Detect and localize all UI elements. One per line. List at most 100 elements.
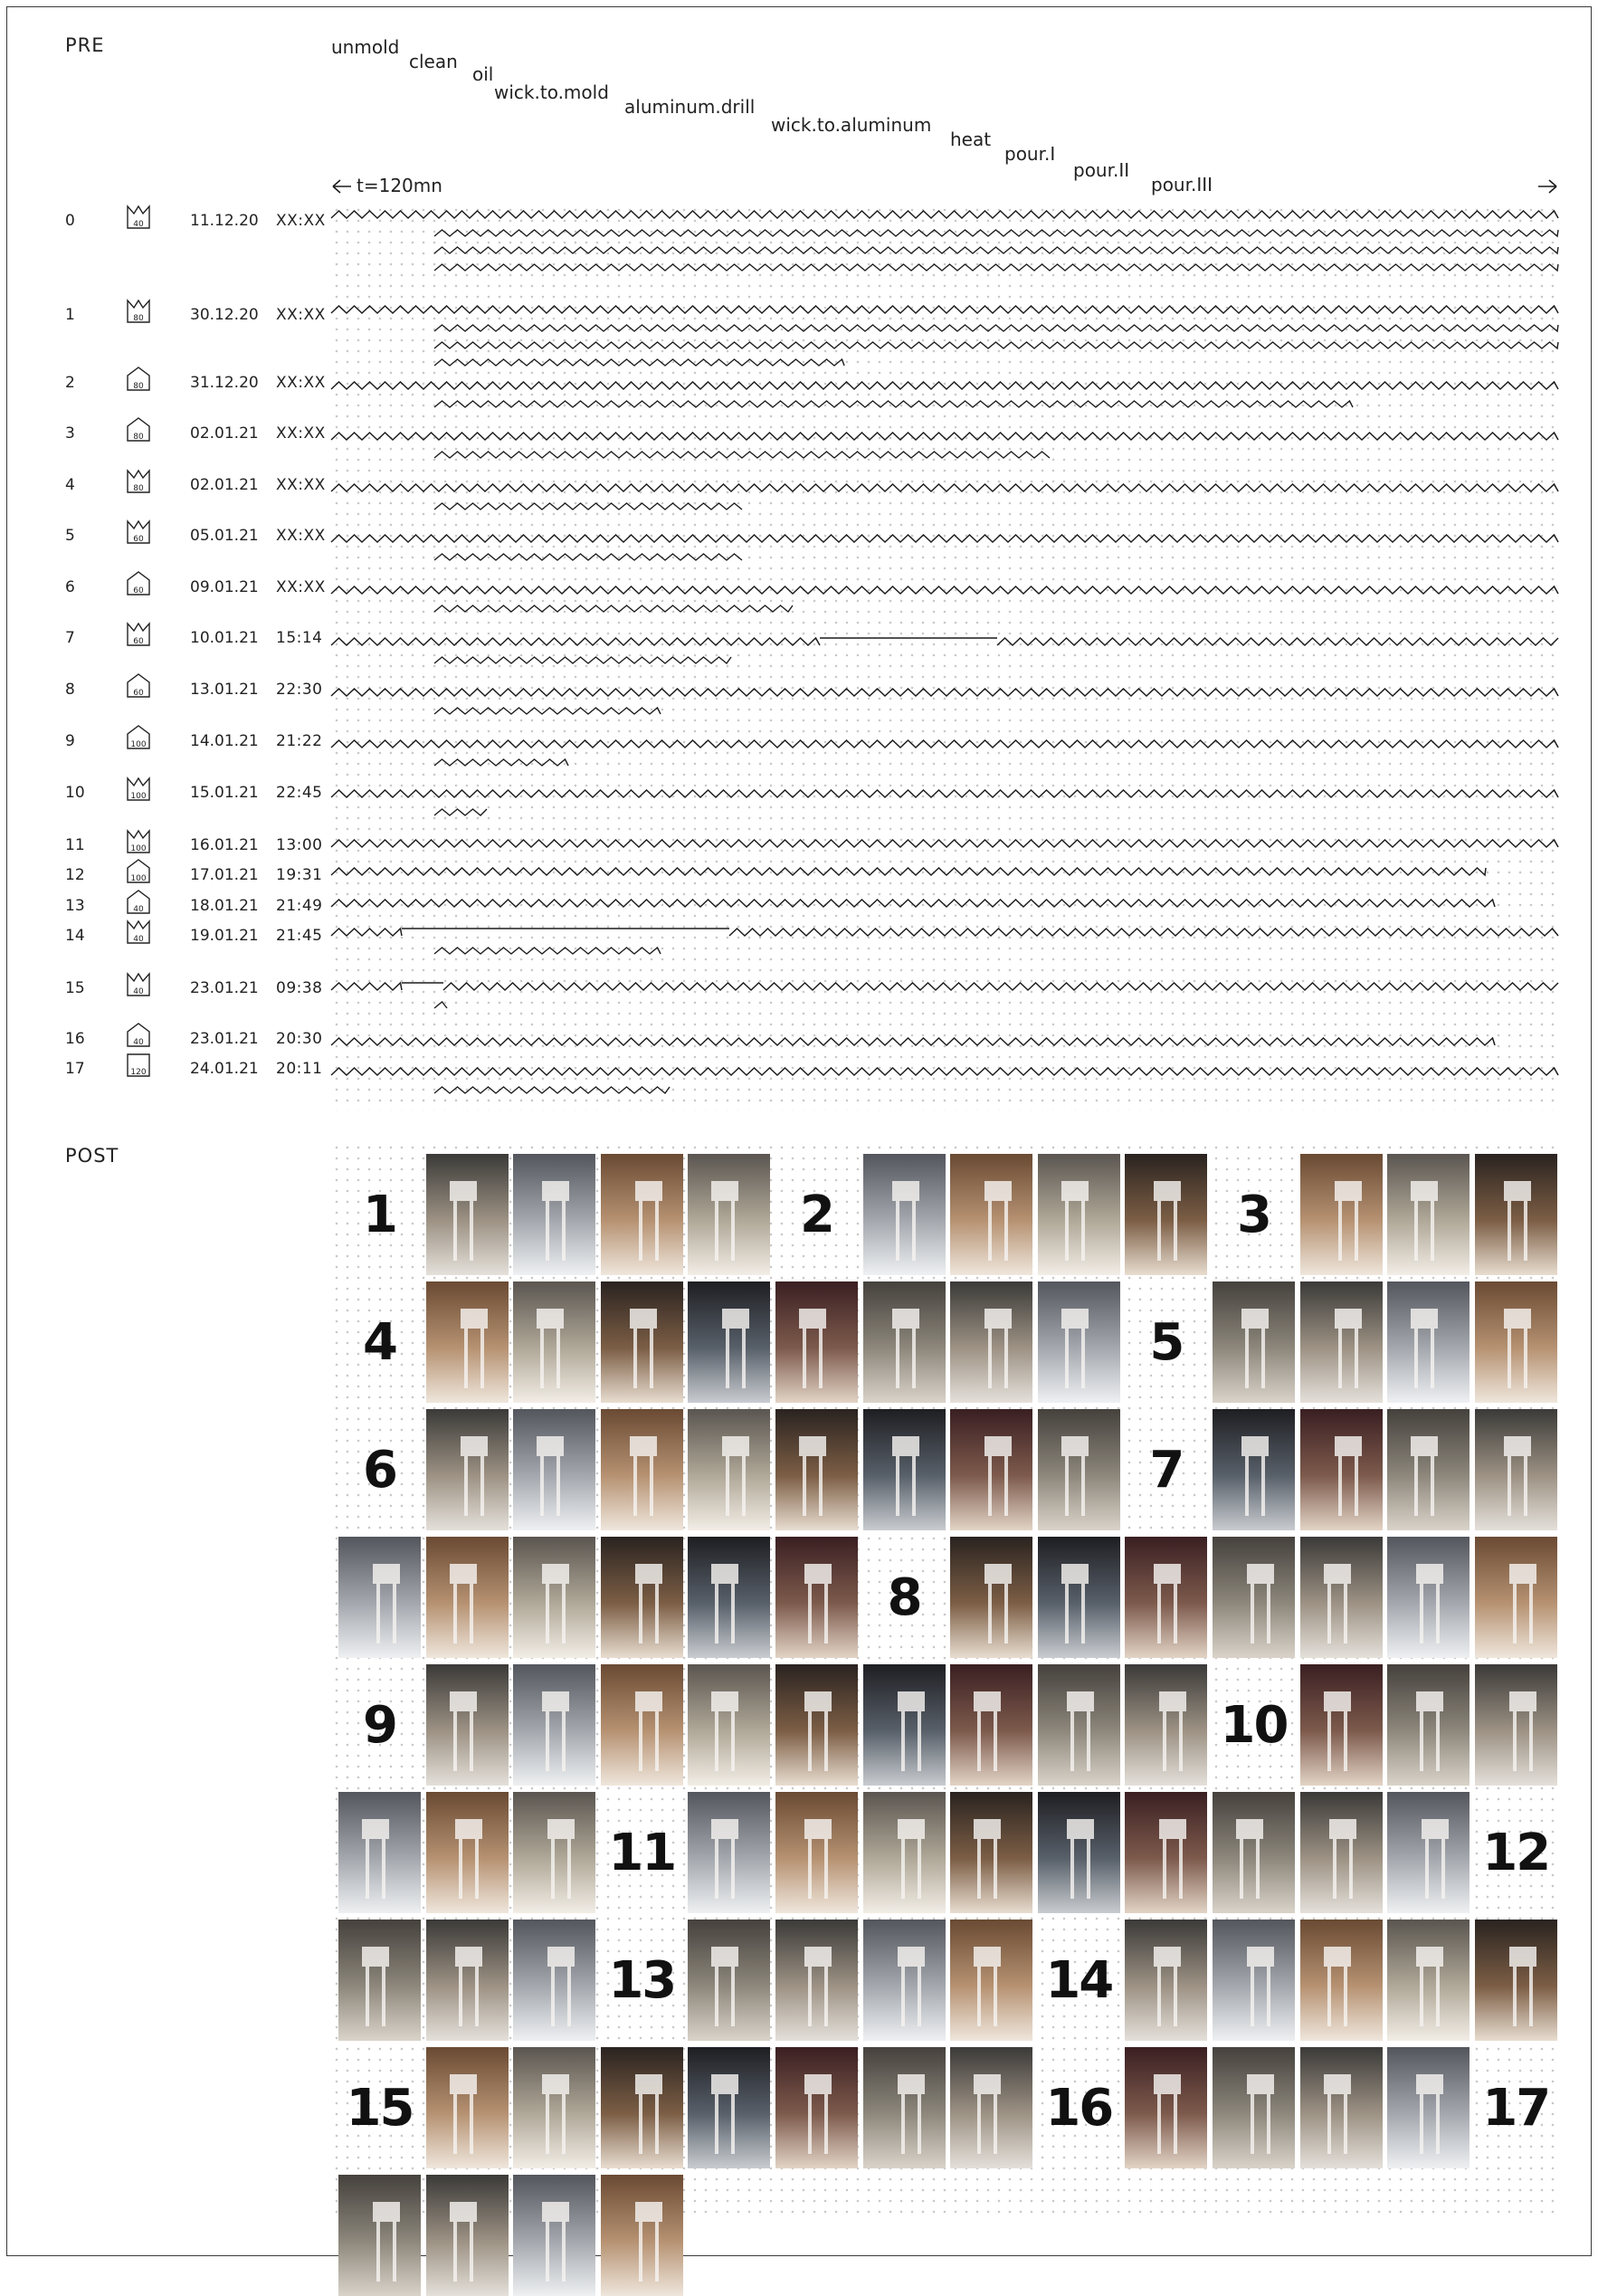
photo-thumbnail[interactable] <box>688 1409 771 1530</box>
photo-thumbnail[interactable] <box>513 1154 596 1275</box>
photo-thumbnail[interactable] <box>1213 1409 1295 1530</box>
photo-thumbnail[interactable] <box>1387 1792 1470 1913</box>
photo-thumbnail[interactable] <box>862 1154 946 1275</box>
photo-thumbnail[interactable] <box>600 1154 683 1275</box>
photo-thumbnail[interactable] <box>1125 1154 1208 1275</box>
photo-thumbnail[interactable] <box>950 1792 1033 1913</box>
photo-thumbnail[interactable] <box>688 1154 771 1275</box>
photo-thumbnail[interactable] <box>1474 1664 1557 1786</box>
photo-thumbnail[interactable] <box>688 1920 771 2041</box>
photo-thumbnail[interactable] <box>1387 1664 1470 1786</box>
photo-thumbnail[interactable] <box>1213 2047 1295 2168</box>
photo-thumbnail[interactable] <box>862 1920 946 2041</box>
photo-thumbnail[interactable] <box>775 1664 858 1786</box>
photo-thumbnail[interactable] <box>1387 1154 1470 1275</box>
photo-thumbnail[interactable] <box>513 2047 596 2168</box>
photo-thumbnail[interactable] <box>1125 1792 1208 1913</box>
photo-thumbnail[interactable] <box>513 1664 596 1786</box>
photo-thumbnail[interactable] <box>950 1920 1033 2041</box>
photo-thumbnail[interactable] <box>425 2175 509 2296</box>
photo-thumbnail[interactable] <box>1037 1792 1120 1913</box>
photo-thumbnail[interactable] <box>600 2175 683 2296</box>
photo-thumbnail[interactable] <box>862 1281 946 1403</box>
photo-thumbnail[interactable] <box>338 2175 421 2296</box>
photo-thumbnail[interactable] <box>1387 1537 1470 1658</box>
photo-thumbnail[interactable] <box>513 1409 596 1530</box>
photo-thumbnail[interactable] <box>1299 1281 1383 1403</box>
photo-thumbnail[interactable] <box>775 1537 858 1658</box>
photo-thumbnail[interactable] <box>425 1281 509 1403</box>
photo-thumbnail[interactable] <box>1474 1409 1557 1530</box>
photo-thumbnail[interactable] <box>513 1537 596 1658</box>
photo-thumbnail[interactable] <box>775 2047 858 2168</box>
photo-thumbnail[interactable] <box>862 2047 946 2168</box>
photo-thumbnail[interactable] <box>338 1920 421 2041</box>
photo-thumbnail[interactable] <box>1213 1537 1295 1658</box>
photo-thumbnail[interactable] <box>600 1537 683 1658</box>
photo-thumbnail[interactable] <box>600 1409 683 1530</box>
photo-thumbnail[interactable] <box>1037 1409 1120 1530</box>
photo-thumbnail[interactable] <box>775 1409 858 1530</box>
photo-thumbnail[interactable] <box>1213 1920 1295 2041</box>
photo-thumbnail[interactable] <box>688 1281 771 1403</box>
photo-thumbnail[interactable] <box>1037 1154 1120 1275</box>
photo-thumbnail[interactable] <box>425 1537 509 1658</box>
photo-thumbnail[interactable] <box>1125 1920 1208 2041</box>
photo-thumbnail[interactable] <box>1299 1792 1383 1913</box>
photo-thumbnail[interactable] <box>950 1537 1033 1658</box>
photo-thumbnail[interactable] <box>1299 1537 1383 1658</box>
photo-thumbnail[interactable] <box>688 1664 771 1786</box>
photo-thumbnail[interactable] <box>338 1537 421 1658</box>
photo-thumbnail[interactable] <box>950 1154 1033 1275</box>
photo-thumbnail[interactable] <box>775 1281 858 1403</box>
photo-thumbnail[interactable] <box>1037 1664 1120 1786</box>
photo-thumbnail[interactable] <box>950 2047 1033 2168</box>
photo-thumbnail[interactable] <box>1299 1409 1383 1530</box>
photo-thumbnail[interactable] <box>600 1281 683 1403</box>
photo-thumbnail[interactable] <box>1037 1281 1120 1403</box>
photo-thumbnail[interactable] <box>950 1409 1033 1530</box>
photo-thumbnail[interactable] <box>600 2047 683 2168</box>
photo-thumbnail[interactable] <box>600 1664 683 1786</box>
photo-thumbnail[interactable] <box>425 1664 509 1786</box>
photo-thumbnail[interactable] <box>1299 1664 1383 1786</box>
photo-thumbnail[interactable] <box>425 1409 509 1530</box>
photo-thumbnail[interactable] <box>425 2047 509 2168</box>
photo-thumbnail[interactable] <box>1299 1154 1383 1275</box>
photo-thumbnail[interactable] <box>425 1154 509 1275</box>
photo-thumbnail[interactable] <box>1474 1920 1557 2041</box>
photo-thumbnail[interactable] <box>688 2047 771 2168</box>
photo-thumbnail[interactable] <box>862 1792 946 1913</box>
photo-thumbnail[interactable] <box>1387 2047 1470 2168</box>
photo-thumbnail[interactable] <box>1474 1537 1557 1658</box>
photo-thumbnail[interactable] <box>950 1664 1033 1786</box>
photo-thumbnail[interactable] <box>425 1920 509 2041</box>
photo-thumbnail[interactable] <box>513 1281 596 1403</box>
photo-thumbnail[interactable] <box>1213 1281 1295 1403</box>
photo-thumbnail[interactable] <box>1299 1920 1383 2041</box>
photo-thumbnail[interactable] <box>1125 1537 1208 1658</box>
photo-thumbnail[interactable] <box>425 1792 509 1913</box>
photo-thumbnail[interactable] <box>1387 1409 1470 1530</box>
photo-thumbnail[interactable] <box>513 1792 596 1913</box>
photo-thumbnail[interactable] <box>1213 1792 1295 1913</box>
photo-thumbnail[interactable] <box>775 1920 858 2041</box>
photo-thumbnail[interactable] <box>1037 1537 1120 1658</box>
photo-thumbnail[interactable] <box>1474 1154 1557 1275</box>
photo-thumbnail[interactable] <box>1299 2047 1383 2168</box>
photo-thumbnail[interactable] <box>688 1792 771 1913</box>
photo-thumbnail[interactable] <box>1387 1281 1470 1403</box>
photo-thumbnail[interactable] <box>862 1409 946 1530</box>
photo-thumbnail[interactable] <box>775 1792 858 1913</box>
photo-thumbnail[interactable] <box>950 1281 1033 1403</box>
zigzag-secondary <box>433 1001 448 1009</box>
photo-thumbnail[interactable] <box>862 1664 946 1786</box>
photo-thumbnail[interactable] <box>1125 2047 1208 2168</box>
photo-thumbnail[interactable] <box>688 1537 771 1658</box>
photo-thumbnail[interactable] <box>1387 1920 1470 2041</box>
photo-thumbnail[interactable] <box>338 1792 421 1913</box>
photo-thumbnail[interactable] <box>1474 1281 1557 1403</box>
photo-thumbnail[interactable] <box>1125 1664 1208 1786</box>
photo-thumbnail[interactable] <box>513 1920 596 2041</box>
photo-thumbnail[interactable] <box>513 2175 596 2296</box>
